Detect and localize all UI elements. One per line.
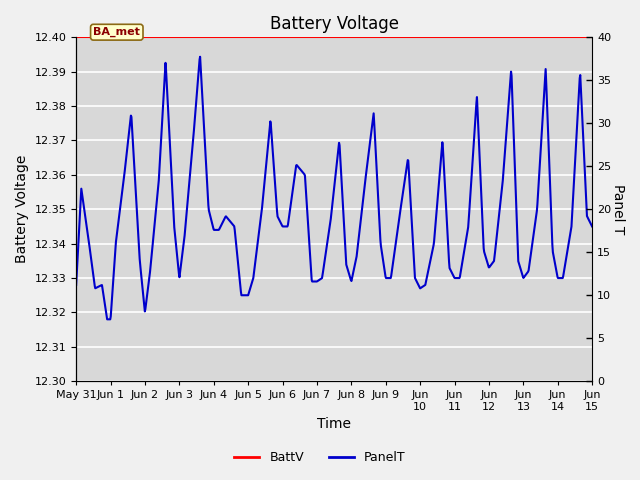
Y-axis label: Panel T: Panel T — [611, 184, 625, 234]
Legend: BattV, PanelT: BattV, PanelT — [229, 446, 411, 469]
Text: BA_met: BA_met — [93, 27, 140, 37]
Y-axis label: Battery Voltage: Battery Voltage — [15, 155, 29, 264]
Title: Battery Voltage: Battery Voltage — [269, 15, 399, 33]
X-axis label: Time: Time — [317, 418, 351, 432]
